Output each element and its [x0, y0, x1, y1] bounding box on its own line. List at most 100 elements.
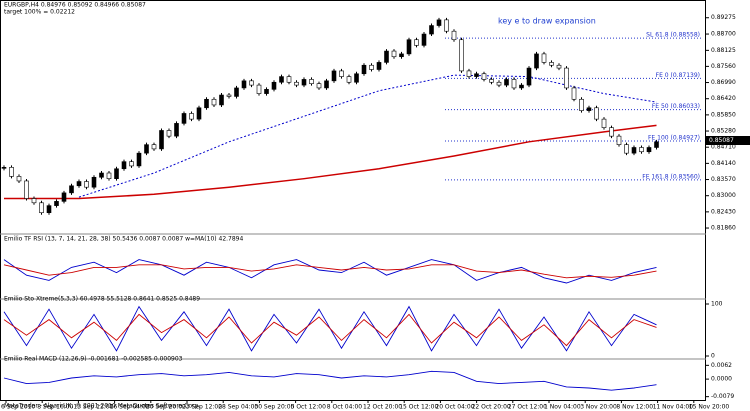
candle	[204, 98, 209, 109]
x-tick-label: 30 Sep 20:00	[254, 404, 294, 411]
candle	[39, 202, 44, 214]
candle	[24, 180, 29, 199]
candle	[564, 67, 569, 89]
candle	[166, 130, 172, 137]
candle	[309, 79, 314, 84]
candle	[504, 79, 509, 86]
x-tick-label: 11 Nov 04:00	[653, 404, 694, 411]
candle	[121, 161, 127, 170]
candle	[361, 64, 367, 75]
x-tick-label: 1 Nov 04:00	[544, 404, 581, 411]
x-tick-label: 23 Sep 12:00	[182, 404, 222, 411]
y-tick-label: 0.83000	[711, 192, 736, 199]
fib-label: FE 50 (0.86033)	[652, 103, 700, 110]
y-tick-label: 0.81860	[711, 225, 736, 232]
y-tick-label: 0.0062	[711, 362, 732, 369]
candle	[391, 50, 397, 58]
price-tag-box	[706, 136, 750, 145]
x-tick-label: 28 Sep 04:00	[218, 404, 258, 411]
candle	[76, 181, 82, 187]
x-tick-label: 6 Sep 2010	[1, 404, 35, 411]
candle	[474, 73, 479, 77]
y-tick-label: 0.85850	[711, 111, 736, 118]
candle	[331, 70, 337, 82]
x-tick-label: 5 Oct 12:00	[291, 404, 326, 411]
candle	[316, 83, 322, 89]
candle	[586, 107, 592, 111]
candle	[211, 98, 217, 106]
plot-frame	[0, 0, 706, 401]
candle	[369, 64, 374, 70]
candle	[241, 80, 247, 89]
x-tick-label: 8 Nov 12:00	[616, 404, 653, 411]
indicator-line	[3, 264, 657, 279]
x-tick-label: 15 Oct 12:00	[399, 404, 438, 411]
indicator-line	[3, 313, 657, 347]
candle	[256, 84, 262, 94]
candle	[444, 19, 449, 32]
chart-title: EURGBP,H4 0.84976 0.85092 0.84966 0.8508…	[4, 2, 146, 9]
y-tick-label: 0.88125	[711, 47, 736, 54]
y-tick-label: 0.88700	[711, 31, 736, 38]
candle	[511, 79, 517, 89]
candle	[414, 39, 419, 46]
candle	[571, 87, 577, 100]
indicator-title: Emilio TF RSI (13, 7, 14, 21, 28, 38) 50…	[4, 236, 244, 243]
candle	[466, 70, 472, 77]
candle	[459, 39, 464, 72]
x-tick-label: 8 Oct 04:00	[327, 404, 362, 411]
indicator-title: Emilio Sto Xtreme(5,3,3) 60.4978 55.5128…	[4, 296, 200, 303]
candle	[151, 144, 157, 150]
candle	[301, 79, 307, 86]
candle	[279, 76, 284, 83]
candle	[526, 67, 532, 86]
candle	[376, 62, 382, 70]
y-tick-label: 0.0000	[711, 376, 732, 383]
candle	[106, 172, 112, 179]
candle	[1, 167, 7, 169]
candle	[219, 94, 224, 106]
candle	[69, 185, 74, 194]
candle	[46, 205, 52, 214]
x-tick-label: 16 Sep 04:00	[110, 404, 150, 411]
candle	[496, 81, 502, 86]
candle	[226, 94, 232, 97]
y-tick-label: 0.82430	[711, 208, 736, 215]
candle	[114, 168, 119, 179]
y-tick-label: 0.83570	[711, 176, 736, 183]
fib-label: FE 161.8 (0.83560)	[642, 173, 700, 180]
y-tick-label: 0.86990	[711, 79, 736, 86]
x-tick-label: 27 Oct 12:00	[508, 404, 547, 411]
candle	[601, 118, 607, 128]
candle	[129, 161, 134, 167]
x-tick-label: 8 Sep 16:00	[37, 404, 73, 411]
candle	[99, 172, 104, 178]
candle	[399, 53, 404, 58]
candle	[196, 107, 202, 120]
candle	[286, 76, 292, 83]
candle	[451, 30, 457, 41]
candle	[271, 81, 277, 90]
candle	[639, 147, 644, 153]
candle	[616, 135, 622, 145]
y-tick-label: 0.87560	[711, 63, 736, 70]
candle	[489, 79, 494, 83]
x-tick-label: 12 Oct 20:00	[363, 404, 402, 411]
annotation: key e to draw expansion	[498, 17, 596, 26]
candle	[264, 89, 269, 94]
candle	[654, 141, 659, 148]
candle	[556, 64, 562, 69]
x-tick-label: 20 Sep 20:00	[146, 404, 186, 411]
candle	[136, 152, 142, 167]
candle	[16, 176, 22, 182]
x-tick-label: 20 Oct 04:00	[435, 404, 474, 411]
candle	[436, 19, 442, 26]
candle	[406, 39, 412, 55]
fib-label: FE 100 (0.84927)	[648, 135, 700, 142]
candle	[324, 80, 329, 89]
candle	[249, 80, 254, 86]
candle	[624, 144, 629, 154]
y-tick-label: 0.86420	[711, 95, 736, 102]
footer: MetaTrader - Alpari UK, © 2001-2010 Meta…	[4, 403, 200, 410]
